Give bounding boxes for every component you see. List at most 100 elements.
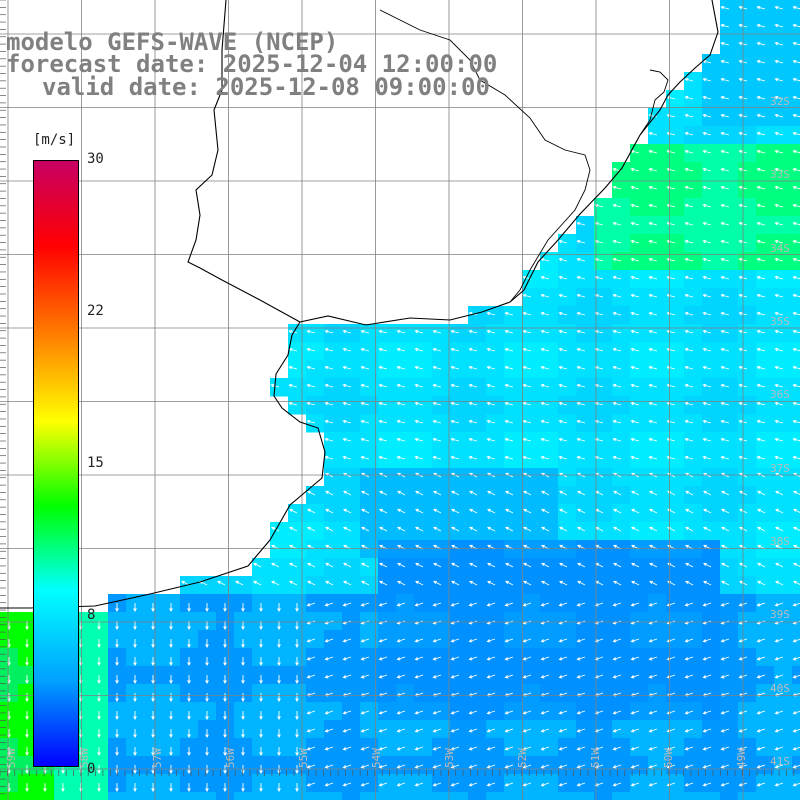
wind-cell bbox=[594, 288, 613, 307]
wind-cell bbox=[792, 360, 800, 379]
wind-cell bbox=[684, 342, 703, 361]
wind-cell bbox=[522, 612, 541, 631]
wind-arrow bbox=[720, 23, 730, 28]
forecast-date: forecast date: 2025-12-04 12:00:00 bbox=[6, 50, 498, 78]
wind-arrow bbox=[307, 508, 316, 514]
wind-cell bbox=[792, 756, 800, 775]
wind-arrow bbox=[702, 710, 712, 715]
wind-arrow bbox=[468, 674, 478, 679]
wind-cell bbox=[738, 108, 757, 127]
wind-cell bbox=[306, 576, 325, 595]
wind-arrow bbox=[324, 383, 334, 388]
wind-cell bbox=[702, 324, 721, 343]
wind-cell bbox=[522, 306, 541, 325]
wind-cell bbox=[630, 666, 649, 685]
wind-cell bbox=[432, 576, 451, 595]
wind-cell bbox=[684, 558, 703, 577]
wind-arrow bbox=[79, 729, 83, 738]
wind-arrow bbox=[379, 526, 388, 532]
wind-cell bbox=[756, 36, 775, 55]
wind-arrow bbox=[295, 693, 299, 702]
wind-arrow bbox=[522, 383, 532, 388]
wind-arrow bbox=[558, 419, 568, 424]
wind-cell bbox=[504, 378, 523, 397]
wind-arrow bbox=[97, 657, 101, 666]
wind-arrow bbox=[397, 562, 406, 568]
wind-arrow bbox=[289, 562, 298, 568]
wind-cell bbox=[666, 414, 685, 433]
wind-cell bbox=[558, 450, 577, 469]
wind-cell bbox=[612, 720, 631, 739]
wind-cell bbox=[648, 252, 667, 271]
wind-arrow bbox=[414, 764, 424, 769]
wind-cell bbox=[540, 540, 559, 559]
wind-arrow bbox=[648, 419, 658, 424]
wind-arrow bbox=[576, 710, 586, 715]
wind-cell bbox=[522, 738, 541, 757]
wind-cell bbox=[378, 468, 397, 487]
wind-cell bbox=[738, 450, 757, 469]
wind-arrow bbox=[433, 562, 442, 568]
wind-arrow bbox=[756, 257, 766, 262]
wind-arrow bbox=[295, 639, 299, 648]
wind-cell bbox=[324, 450, 343, 469]
wind-cell bbox=[414, 756, 433, 775]
wind-cell bbox=[486, 324, 505, 343]
wind-cell bbox=[684, 198, 703, 217]
wind-cell bbox=[360, 576, 379, 595]
wind-cell bbox=[648, 270, 667, 289]
wind-cell bbox=[720, 270, 739, 289]
wind-cell bbox=[684, 126, 703, 145]
wind-arrow bbox=[486, 710, 496, 715]
wind-cell bbox=[504, 594, 523, 613]
wind-arrow bbox=[630, 383, 640, 388]
wind-arrow bbox=[115, 675, 119, 684]
wind-arrow bbox=[594, 746, 604, 751]
wind-arrow bbox=[576, 239, 586, 244]
wind-arrow bbox=[576, 602, 586, 607]
wind-arrow bbox=[720, 764, 730, 769]
wind-cell bbox=[648, 198, 667, 217]
wind-arrow bbox=[612, 365, 622, 370]
wind-cell bbox=[378, 378, 397, 397]
wind-arrow bbox=[342, 782, 352, 787]
wind-cell bbox=[522, 396, 541, 415]
wind-cell bbox=[648, 378, 667, 397]
wind-cell bbox=[648, 126, 667, 145]
wind-cell bbox=[414, 702, 433, 721]
wind-arrow bbox=[720, 710, 730, 715]
wind-arrow bbox=[667, 580, 676, 586]
wind-cell bbox=[504, 540, 523, 559]
wind-cell bbox=[684, 90, 703, 109]
wind-cell bbox=[756, 648, 775, 667]
wind-cell bbox=[594, 234, 613, 253]
wind-cell bbox=[666, 522, 685, 541]
wind-arrow bbox=[414, 329, 424, 334]
wind-cell bbox=[612, 792, 631, 800]
wind-cell bbox=[468, 450, 487, 469]
wind-cell bbox=[720, 342, 739, 361]
lat-label: 34S bbox=[770, 242, 790, 255]
wind-arrow bbox=[576, 275, 586, 280]
wind-cell bbox=[666, 234, 685, 253]
wind-arrow bbox=[684, 95, 694, 100]
wind-arrow bbox=[379, 508, 388, 514]
wind-arrow bbox=[396, 602, 406, 607]
wind-cell bbox=[468, 306, 487, 325]
wind-arrow bbox=[648, 764, 658, 769]
wind-cell bbox=[702, 792, 721, 800]
wind-cell bbox=[324, 774, 343, 793]
wind-cell bbox=[666, 252, 685, 271]
wind-arrow bbox=[504, 329, 514, 334]
wind-cell bbox=[522, 720, 541, 739]
wind-arrow bbox=[667, 490, 676, 496]
wind-cell bbox=[342, 756, 361, 775]
wind-arrow bbox=[343, 562, 352, 568]
wind-arrow bbox=[721, 526, 730, 532]
wind-cell bbox=[684, 792, 703, 800]
wind-cell bbox=[792, 378, 800, 397]
wind-arrow bbox=[378, 437, 388, 442]
wind-cell bbox=[450, 720, 469, 739]
wind-arrow bbox=[360, 347, 370, 352]
wind-cell bbox=[774, 684, 793, 703]
